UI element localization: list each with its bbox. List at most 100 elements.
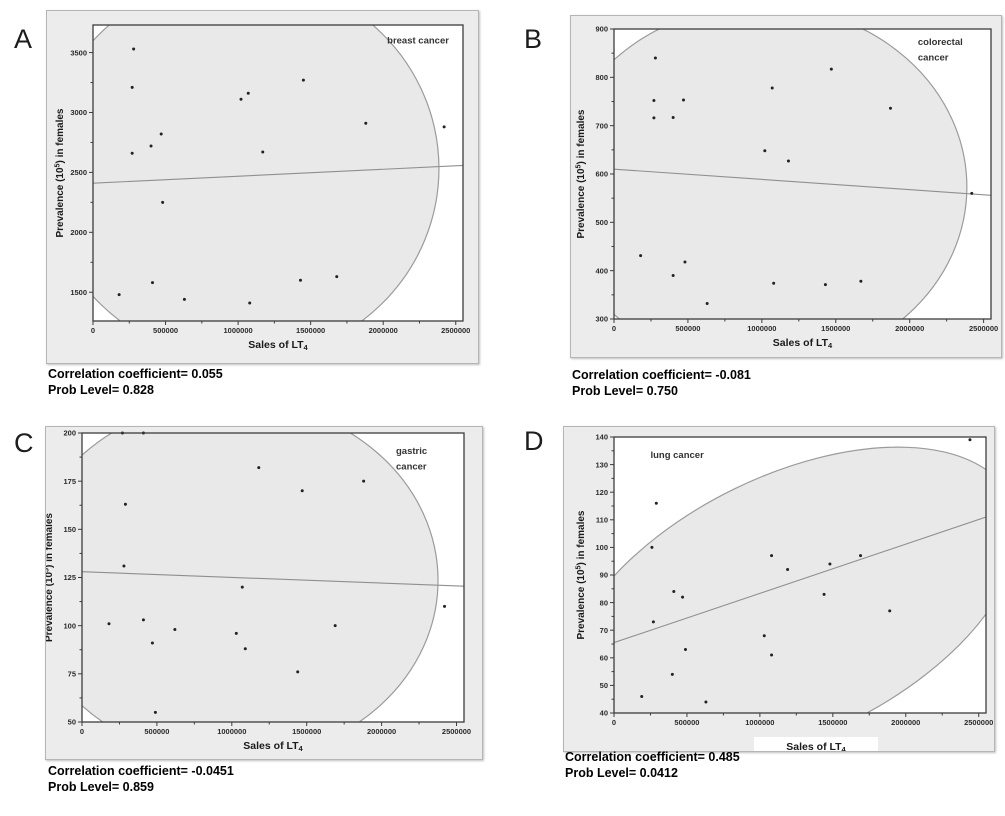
svg-text:100: 100 [63,621,76,630]
svg-text:0: 0 [612,324,616,333]
svg-text:0: 0 [80,727,84,736]
svg-text:175: 175 [63,477,76,486]
panel-colorectal-cancer: 0 500000 1000000 1500000 2000000 2500000 300 40… [570,15,1002,358]
svg-text:Sales of LT4: Sales of LT4 [786,741,846,751]
svg-text:500000: 500000 [144,727,169,736]
svg-text:90: 90 [600,571,608,580]
prob-level-text: Prob Level= 0.859 [48,780,154,794]
x-axis-label: Sales of LT4 [248,339,308,352]
svg-text:700: 700 [595,121,608,130]
correlation-coefficient-text: Correlation coefficient= 0.055 [48,367,223,381]
svg-text:200: 200 [63,429,76,438]
prob-level-text: Prob Level= 0.750 [572,384,678,398]
svg-text:1000000: 1000000 [223,326,252,335]
panel-letter-a: A [14,24,33,54]
plot-title: breast cancer [387,35,449,46]
regression-line [614,516,986,644]
panel-breast-cancer: 0 500000 1000000 1500000 2000000 2500000 1500 2… [46,10,479,364]
panel-letter-d: D [524,426,544,456]
plot-title: lung cancer [650,450,704,461]
scatter-plot-breast-cancer: 0 500000 1000000 1500000 2000000 2500000 1500 2… [55,24,470,352]
scatter-plot-colorectal-cancer: 0 500000 1000000 1500000 2000000 2500000 300 40… [576,25,999,350]
svg-text:2500000: 2500000 [964,718,993,727]
svg-text:Sales of LT4: Sales of LT4 [243,740,303,753]
svg-text:300: 300 [595,315,608,324]
svg-text:70: 70 [600,626,608,635]
svg-text:0: 0 [612,718,616,727]
x-axis: 0 500000 1000000 1500000 2000000 2500000 [612,319,998,333]
confidence-ellipse [93,25,440,321]
svg-text:lung cancer: lung cancer [650,450,704,461]
svg-text:2000000: 2000000 [369,326,398,335]
x-axis-label: Sales of LT4 [773,337,833,350]
correlation-coefficient-text: Correlation coefficient= -0.081 [572,368,751,382]
svg-text:130: 130 [595,460,608,469]
svg-text:colorectal: colorectal [918,37,963,48]
y-axis-label: Prevalence (105) in females [46,513,55,642]
x-axis: 0 500000 1000000 1500000 2000000 2500000 [612,713,993,727]
svg-text:3000: 3000 [70,108,87,117]
data-points [639,56,974,306]
regression-line [93,164,463,184]
svg-text:cancer: cancer [396,462,427,473]
svg-text:2500000: 2500000 [441,326,470,335]
svg-text:2500: 2500 [70,168,87,177]
x-axis: 0 500000 1000000 1500000 2000000 2500000 [80,722,471,736]
svg-text:50: 50 [600,681,608,690]
svg-text:60: 60 [600,654,608,663]
svg-text:100: 100 [595,543,608,552]
svg-text:500000: 500000 [675,324,700,333]
svg-text:110: 110 [596,516,608,525]
svg-text:Sales of LT4: Sales of LT4 [773,337,833,350]
caption-gastric-cancer: Correlation coefficient= -0.0451 Prob Le… [48,763,234,795]
caption-lung-cancer: Correlation coefficient= 0.485 Prob Leve… [565,749,740,781]
svg-text:1000000: 1000000 [747,324,776,333]
svg-text:2000000: 2000000 [367,727,396,736]
svg-text:Sales of LT4: Sales of LT4 [248,339,308,352]
svg-text:1000000: 1000000 [745,718,774,727]
panel-letter-c: C [14,428,34,458]
svg-text:1500000: 1500000 [818,718,847,727]
plot-title: colorectal cancer [918,37,963,64]
x-axis-label: Sales of LT4 [754,737,878,751]
svg-text:500000: 500000 [674,718,699,727]
svg-text:gastric: gastric [396,446,427,457]
confidence-ellipse [614,446,986,713]
svg-text:75: 75 [68,670,76,679]
confidence-ellipse [614,29,968,319]
svg-text:500: 500 [595,218,608,227]
prob-level-text: Prob Level= 0.0412 [565,766,678,780]
svg-text:2000000: 2000000 [891,718,920,727]
prob-level-text: Prob Level= 0.828 [48,383,154,397]
svg-text:1000000: 1000000 [217,727,246,736]
svg-text:50: 50 [68,718,76,727]
svg-text:2000000: 2000000 [895,324,924,333]
svg-text:1500: 1500 [70,288,87,297]
svg-text:600: 600 [595,170,608,179]
svg-text:500000: 500000 [153,326,178,335]
scatter-plot-gastric-cancer: 0 500000 1000000 1500000 2000000 2500000 50 75 1… [46,429,471,753]
y-axis: 40 50 60 70 80 90 100 110 120 130 140 [595,433,614,718]
x-axis: 0 500000 1000000 1500000 2000000 2500000 [91,321,470,335]
svg-text:800: 800 [595,73,608,82]
correlation-coefficient-text: Correlation coefficient= -0.0451 [48,764,234,778]
y-axis-label: Prevalence (105) in females [55,108,67,237]
plot-frame [92,24,464,322]
svg-text:3500: 3500 [70,48,87,57]
svg-text:0: 0 [91,326,95,335]
data-points [117,47,446,305]
svg-text:40: 40 [600,709,608,718]
svg-text:2500000: 2500000 [969,324,998,333]
panel-letter-b: B [524,24,543,54]
confidence-ellipse [82,433,439,722]
caption-colorectal-cancer: Correlation coefficient= -0.081 Prob Lev… [572,367,751,399]
svg-text:80: 80 [600,598,608,607]
svg-text:2500000: 2500000 [442,727,471,736]
svg-text:1500000: 1500000 [821,324,850,333]
regression-line [82,571,464,587]
svg-text:2000: 2000 [70,228,87,237]
y-axis-label: Prevalence (105) in females [576,109,588,238]
panel-lung-cancer: 0 500000 1000000 1500000 2000000 2500000 40 50 6… [563,426,995,752]
y-axis: 300 400 500 600 700 800 900 [595,25,614,324]
